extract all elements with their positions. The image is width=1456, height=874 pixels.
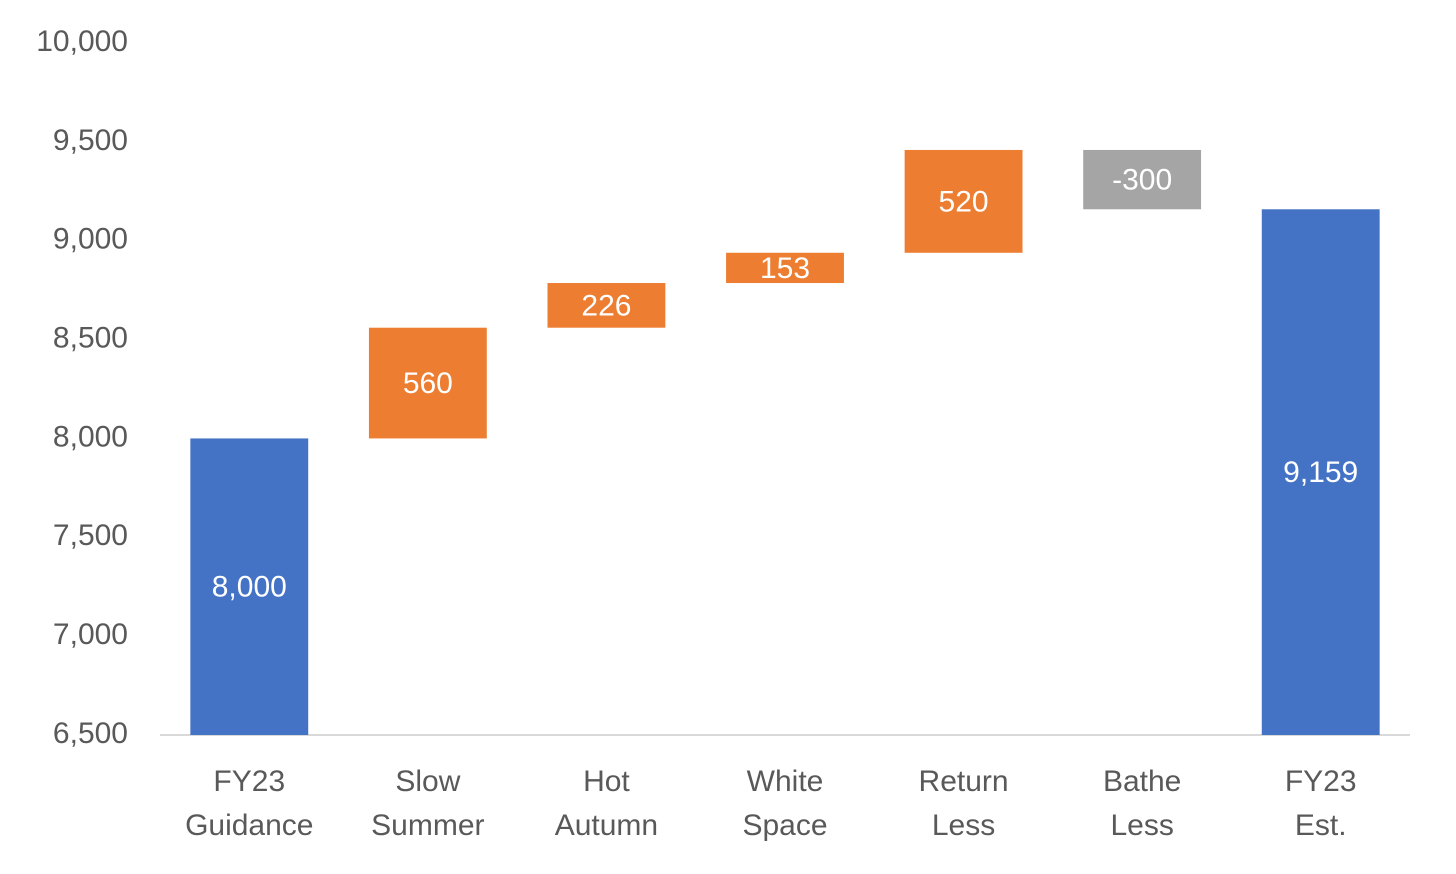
- x-tick-label: FY23: [213, 765, 285, 798]
- y-tick-label: 7,000: [53, 618, 128, 651]
- x-tick-label: White: [747, 765, 824, 798]
- x-tick-label: Space: [742, 809, 827, 842]
- y-tick-label: 8,500: [53, 321, 128, 354]
- x-tick-label: Hot: [583, 765, 630, 798]
- y-tick-label: 10,000: [36, 25, 128, 58]
- data-label: 8,000: [212, 571, 287, 604]
- bar: [726, 252, 844, 284]
- y-tick-label: 6,500: [53, 717, 128, 750]
- bar: [547, 283, 666, 328]
- data-label: 520: [939, 185, 989, 218]
- y-tick-label: 9,000: [53, 223, 128, 256]
- bar: [904, 149, 1023, 253]
- x-tick-label: Less: [932, 809, 995, 842]
- x-tick-label: Bathe: [1103, 765, 1181, 798]
- x-tick-label: Slow: [395, 765, 460, 798]
- x-tick-label: Return: [919, 765, 1009, 798]
- x-tick-label: Less: [1110, 809, 1173, 842]
- bar: [1083, 149, 1202, 210]
- data-label: 226: [581, 289, 631, 322]
- data-label: -300: [1112, 164, 1172, 197]
- x-tick-label: Est.: [1295, 809, 1347, 842]
- data-label: 153: [760, 252, 810, 285]
- y-tick-label: 8,000: [53, 420, 128, 453]
- bar: [368, 327, 487, 439]
- x-tick-label: FY23: [1285, 765, 1357, 798]
- y-tick-label: 9,500: [53, 124, 128, 157]
- data-label: 9,159: [1283, 456, 1358, 489]
- bar: [190, 438, 309, 735]
- x-tick-label: Guidance: [185, 809, 313, 842]
- bar: [1261, 209, 1380, 735]
- data-label: 560: [403, 367, 453, 400]
- x-tick-label: Autumn: [555, 809, 658, 842]
- x-tick-label: Summer: [371, 809, 484, 842]
- y-tick-label: 7,500: [53, 519, 128, 552]
